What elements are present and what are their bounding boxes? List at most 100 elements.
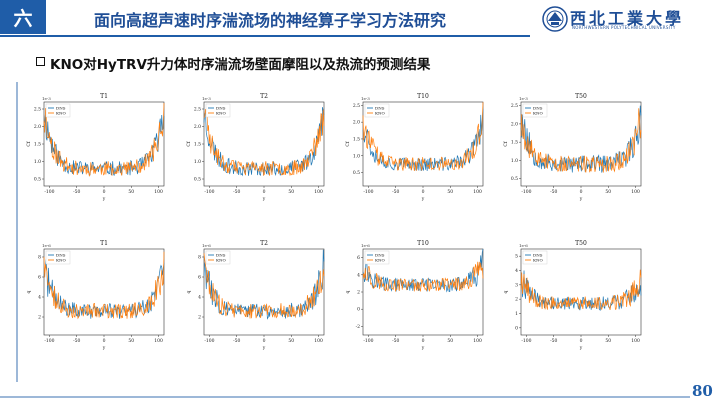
y-tick-label: 2 <box>515 297 518 303</box>
x-tick-label: 0 <box>103 338 106 344</box>
axis-exponent: 1e-3 <box>519 96 528 101</box>
x-axis-label: y <box>102 197 106 202</box>
y-tick-label: 4 <box>357 272 360 278</box>
y-tick-label: 2.5 <box>34 107 41 113</box>
series-line-kno <box>520 269 642 311</box>
left-decor-line <box>16 82 18 382</box>
legend-entry: KNO <box>533 258 543 263</box>
header-divider <box>0 35 530 37</box>
x-axis-label: y <box>262 346 266 351</box>
legend-box <box>205 103 231 118</box>
chart-title: T1 <box>100 240 108 247</box>
legend-box <box>45 103 71 118</box>
legend-box <box>364 250 390 265</box>
series-line-kno <box>362 102 484 172</box>
x-tick-label: -50 <box>233 338 240 344</box>
series-line-dns <box>43 112 165 176</box>
y-axis-label: q <box>27 290 32 293</box>
chart-panel-q-T1: T1 1e-6 -100 -50 0 50 100 2 4 6 8 y q DNS KNO <box>26 237 170 351</box>
emblem-icon <box>542 6 568 32</box>
chart-title: T50 <box>575 93 587 100</box>
y-tick-label: 2 <box>198 315 201 321</box>
x-axis-label: y <box>421 346 425 351</box>
y-tick-label: 1.0 <box>34 159 41 165</box>
legend-box <box>45 250 71 265</box>
y-tick-label: 1.5 <box>34 142 41 148</box>
x-tick-label: 50 <box>128 338 134 344</box>
series-line-dns <box>43 259 165 319</box>
y-tick-label: 0.5 <box>34 177 41 183</box>
x-tick-label: 50 <box>447 189 453 195</box>
legend-entry: KNO <box>56 258 66 263</box>
chart-svg-cf-T10: T10 1e-3 -100 -50 0 50 100 0.5 1.0 1.5 2.0 2.5 y Cf DN… <box>345 93 484 202</box>
x-tick-label: -100 <box>363 338 373 344</box>
x-tick-label: -50 <box>73 189 80 195</box>
legend-entry: DNS <box>533 106 543 111</box>
x-axis-label: y <box>262 197 266 202</box>
x-tick-label: -50 <box>550 189 557 195</box>
logo-english-name: NORTHWESTERN POLYTECHNICAL UNIVERSITY <box>572 25 676 30</box>
chart-panel-q-T50: T50 1e-6 -100 -50 0 50 100 0 1 2 3 4 5 y q DNS KNO <box>503 237 647 351</box>
legend-entry: KNO <box>375 258 385 263</box>
y-tick-label: 4 <box>198 295 201 301</box>
x-tick-label: -100 <box>44 338 54 344</box>
x-tick-label: -100 <box>521 189 531 195</box>
chart-title: T50 <box>575 240 587 247</box>
chart-svg-cf-T2: T2 1e-3 -100 -50 0 50 100 0.5 1.0 1.5 2.0 2.5 y Cf DNS… <box>186 93 325 202</box>
chart-panel-cf-T1: T1 1e-3 -100 -50 0 50 100 0.5 1.0 1.5 2.0 2.5 y Cf DNS… <box>26 90 170 202</box>
y-tick-label: 6 <box>198 275 201 281</box>
y-tick-label: 1.0 <box>194 159 201 165</box>
y-tick-label: 1.0 <box>353 153 360 159</box>
chart-svg-cf-T50: T50 1e-3 -100 -50 0 50 100 0.5 1.0 1.5 2.0 2.5 y Cf DN… <box>503 93 642 202</box>
y-tick-label: 2.0 <box>511 121 518 127</box>
legend-box <box>522 103 548 118</box>
x-tick-label: -50 <box>550 338 557 344</box>
legend-entry: DNS <box>533 253 543 258</box>
axis-exponent: 1e-6 <box>361 243 370 248</box>
x-tick-label: 0 <box>422 189 425 195</box>
x-tick-label: 100 <box>473 189 482 195</box>
series-line-kno <box>520 108 642 173</box>
y-tick-label: 0.5 <box>511 176 518 182</box>
y-axis-label: Cf <box>503 141 509 146</box>
y-tick-label: 6 <box>357 255 360 261</box>
axis-exponent: 1e-3 <box>202 96 211 101</box>
x-tick-label: 50 <box>288 189 294 195</box>
legend-box <box>205 250 231 265</box>
legend-entry: KNO <box>216 258 226 263</box>
y-tick-label: 4 <box>38 295 41 301</box>
y-tick-label: 5 <box>515 254 518 260</box>
y-tick-label: 2.5 <box>353 103 360 109</box>
x-tick-label: -50 <box>392 189 399 195</box>
x-tick-label: -100 <box>44 189 54 195</box>
series-line-kno <box>203 109 325 177</box>
chart-svg-cf-T1: T1 1e-3 -100 -50 0 50 100 0.5 1.0 1.5 2.0 2.5 y Cf DNS… <box>26 93 165 202</box>
x-tick-label: 0 <box>422 338 425 344</box>
y-tick-label: 2.0 <box>194 124 201 130</box>
legend-entry: DNS <box>56 253 66 258</box>
y-tick-label: 1.5 <box>511 140 518 146</box>
x-tick-label: 100 <box>473 338 482 344</box>
x-tick-label: 0 <box>263 338 266 344</box>
x-tick-label: 0 <box>580 338 583 344</box>
axis-exponent: 1e-6 <box>42 243 51 248</box>
series-line-dns <box>520 105 642 173</box>
section-number-badge: 六 <box>0 0 46 34</box>
legend-entry: DNS <box>216 106 226 111</box>
x-axis-label: y <box>102 346 106 351</box>
y-tick-label: -2 <box>356 324 361 330</box>
chart-panel-cf-T2: T2 1e-3 -100 -50 0 50 100 0.5 1.0 1.5 2.0 2.5 y Cf DNS… <box>186 90 330 202</box>
axis-exponent: 1e-3 <box>361 96 370 101</box>
legend-entry: DNS <box>375 106 385 111</box>
y-axis-label: Cf <box>186 141 192 146</box>
legend-entry: KNO <box>216 111 226 116</box>
chart-title: T10 <box>417 240 429 247</box>
legend-entry: KNO <box>56 111 66 116</box>
